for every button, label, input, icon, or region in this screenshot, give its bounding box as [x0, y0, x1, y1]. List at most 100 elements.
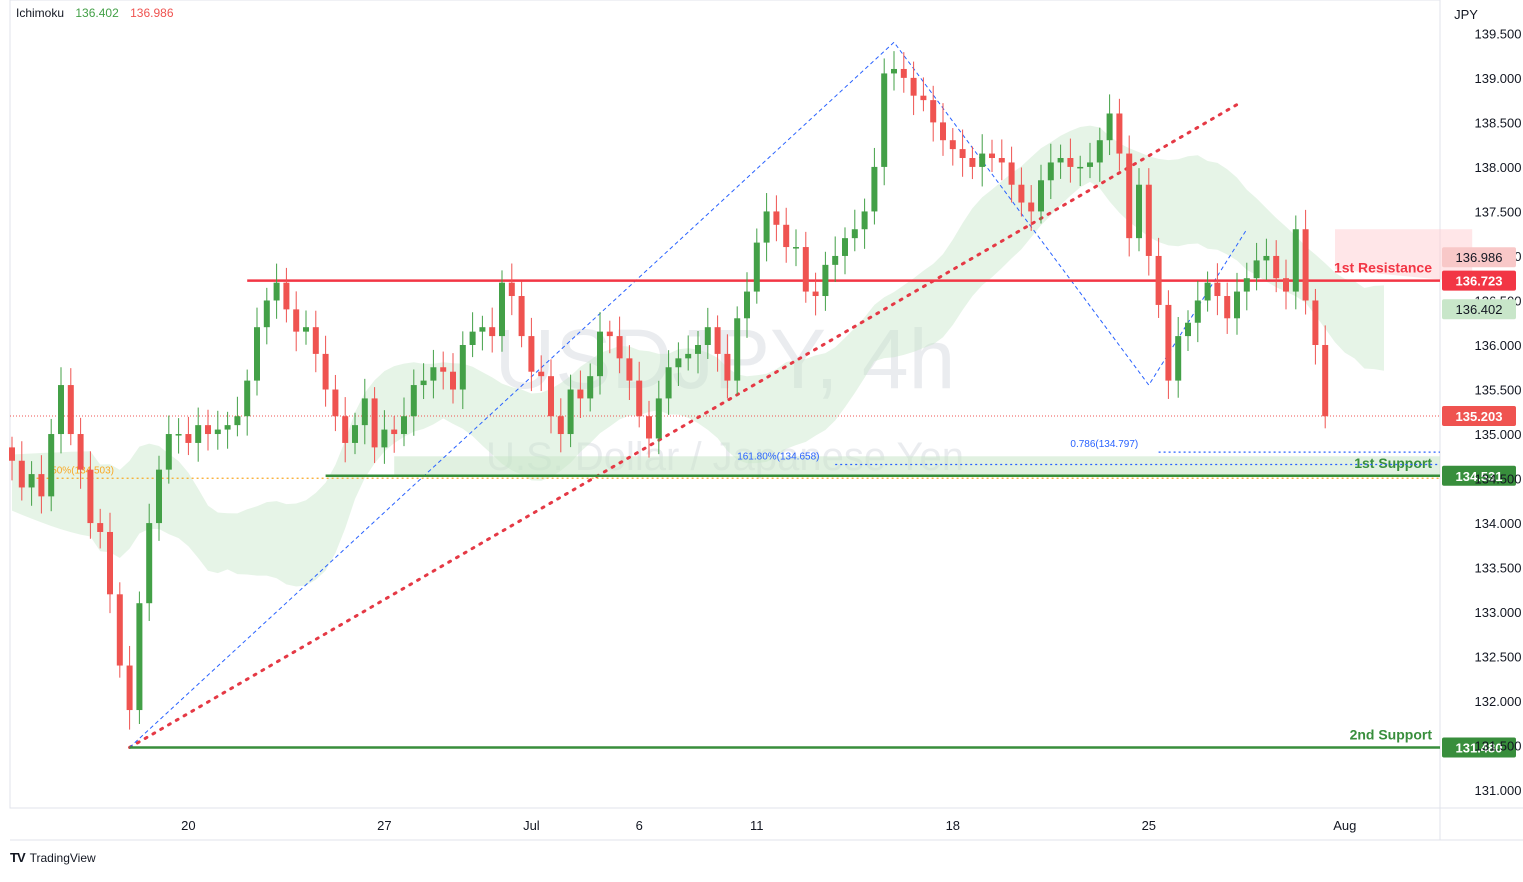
candle-body: [479, 327, 486, 332]
y-tick-label: 136.000: [1475, 338, 1522, 353]
candle-body: [1136, 184, 1142, 239]
candle-body: [273, 282, 280, 301]
candle-body: [1204, 282, 1211, 301]
y-tick-label: 138.000: [1475, 160, 1522, 175]
candle-body: [871, 166, 878, 212]
candle-body: [263, 300, 270, 328]
axis-currency-label: JPY: [1454, 7, 1478, 22]
y-tick-label: 139.500: [1475, 26, 1522, 41]
candle-body: [861, 211, 868, 230]
candle-body: [1145, 184, 1152, 256]
key-level-tag-label: 131.480: [1456, 740, 1503, 755]
price-tag-label: 136.986: [1456, 250, 1503, 265]
candle-body: [842, 238, 848, 256]
y-tick-label: 132.500: [1475, 650, 1522, 665]
candle-body: [1087, 162, 1093, 167]
candle-body: [450, 371, 456, 390]
price-tag: [1442, 299, 1516, 320]
y-tick-label: 137.500: [1475, 204, 1522, 219]
candle-body: [528, 336, 535, 372]
candle-body: [420, 380, 427, 386]
ichimoku-cloud-red: [1335, 229, 1473, 283]
candle-body: [283, 282, 290, 310]
candle-body: [783, 224, 790, 248]
candle-body: [156, 469, 162, 524]
candle-body: [205, 425, 211, 435]
candle-body: [1057, 158, 1064, 163]
candle-body: [1234, 291, 1240, 319]
y-tick-label: 134.500: [1475, 472, 1522, 487]
candle-body: [812, 291, 819, 297]
price-tag-label: 135.203: [1456, 409, 1503, 424]
indicator-value-a: 136.402: [75, 6, 119, 20]
candle-body: [1302, 229, 1309, 301]
candle-body: [577, 389, 584, 399]
candle-body: [303, 327, 309, 332]
candle-body: [734, 318, 741, 381]
candle-body: [1047, 162, 1054, 181]
candle-body: [606, 331, 613, 337]
candle-body: [1126, 153, 1133, 239]
candle-body: [371, 398, 378, 448]
key-level-name: 1st Support: [1354, 455, 1432, 471]
candle-body: [1292, 229, 1299, 292]
candle-body: [930, 100, 937, 123]
y-tick-label: 138.500: [1475, 115, 1522, 130]
support-zone: [394, 456, 1441, 476]
candle-body: [401, 416, 407, 435]
candle-body: [332, 389, 339, 417]
candle-body: [146, 523, 153, 604]
key-level-name: 1st Resistance: [1334, 260, 1432, 276]
candle-body: [352, 425, 358, 443]
x-tick-label: Jul: [523, 818, 540, 833]
key-level-tag: [1442, 465, 1516, 486]
price-tag: [1442, 405, 1516, 426]
candle-body: [430, 367, 437, 381]
candle-body: [969, 158, 976, 167]
candle-body: [1028, 202, 1035, 212]
candle-body: [322, 353, 329, 390]
candle-body: [214, 429, 221, 435]
branding-label: TradingView: [29, 850, 96, 865]
candle-body: [744, 291, 750, 319]
candle-body: [459, 344, 466, 390]
candle-body: [1273, 255, 1280, 279]
candle-body: [116, 594, 123, 666]
x-tick-label: Aug: [1333, 818, 1356, 833]
candle-body: [165, 434, 172, 470]
candle-body: [18, 460, 25, 488]
key-level-tag: [1442, 737, 1516, 758]
candle-body: [626, 358, 633, 381]
y-tick-label: 134.000: [1475, 516, 1522, 531]
candle-body: [714, 327, 721, 354]
candle-body: [1175, 336, 1182, 381]
candle-body: [175, 434, 182, 436]
candle-body: [440, 367, 447, 372]
candle-body: [724, 353, 731, 381]
x-tick-label: 25: [1142, 818, 1156, 833]
y-tick-label: 139.000: [1475, 71, 1522, 86]
y-tick-label: 133.500: [1475, 561, 1522, 576]
candle-body: [636, 380, 643, 417]
candle-body: [381, 429, 388, 448]
price-tag: [1442, 247, 1516, 268]
candle-body: [67, 385, 74, 435]
fib-level-label: 0.786(134.797): [1070, 439, 1138, 450]
candle-body: [1312, 300, 1319, 345]
candle-body: [293, 309, 300, 332]
candle-body: [1322, 344, 1329, 417]
candle-body: [793, 247, 799, 249]
candle-body: [557, 416, 564, 435]
branding-footer: TV TradingView: [10, 850, 96, 865]
candle-body: [1185, 322, 1191, 337]
candle-body: [548, 376, 554, 417]
candle-body: [77, 434, 84, 470]
indicator-name: Ichimoku: [16, 6, 65, 20]
indicator-value-b: 136.986: [130, 6, 174, 20]
candle-body: [234, 416, 241, 426]
x-tick-label: 27: [377, 818, 391, 833]
candle-body: [881, 73, 888, 167]
key-level-tag-label: 134.531: [1456, 469, 1503, 484]
